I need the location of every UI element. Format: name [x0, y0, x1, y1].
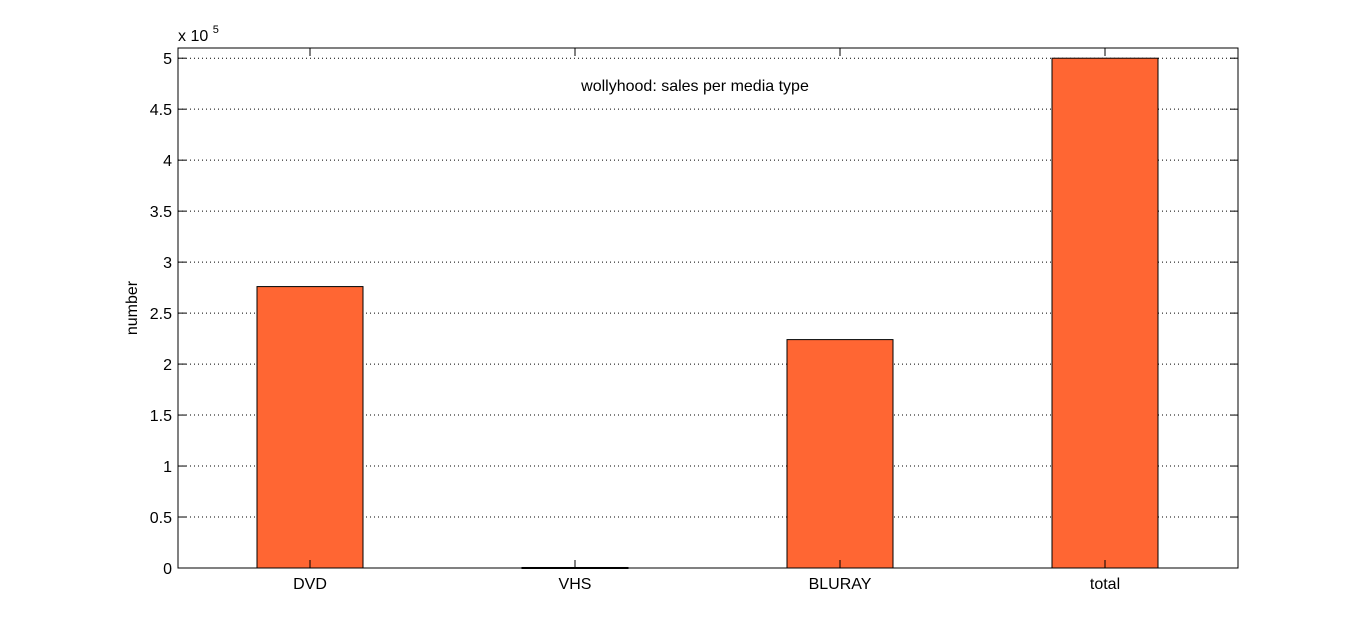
y-axis-exponent: x 10 5: [178, 24, 219, 45]
y-tick-label: 0.5: [150, 510, 172, 527]
y-tick-label: 1: [163, 459, 172, 476]
y-axis-label: number: [124, 280, 141, 335]
x-tick-label: DVD: [293, 576, 327, 593]
y-axis-exponent-base: x 10: [178, 28, 208, 45]
plot-frame: [177, 47, 1239, 569]
y-tick-label: 5: [163, 51, 172, 68]
y-tick-label: 2: [163, 357, 172, 374]
y-tick-label: 2.5: [150, 306, 172, 323]
y-axis-ticks: 0 0.5 1 1.5 2 2.5 3 3.5 4 4.5 5: [150, 51, 1238, 578]
y-tick-label: 3.5: [150, 204, 172, 221]
bar-bluray: [786, 339, 894, 569]
x-axis-ticks: DVD VHS BLURAY total: [293, 48, 1120, 593]
y-tick-label: 4.5: [150, 102, 172, 119]
bar-dvd: [256, 286, 364, 569]
x-tick-label: total: [1090, 576, 1120, 593]
y-tick-label: 0: [163, 561, 172, 578]
y-axis-exponent-power: 5: [213, 24, 219, 36]
x-tick-label: BLURAY: [809, 576, 872, 593]
bar-total: [1051, 57, 1159, 569]
y-tick-label: 4: [163, 153, 172, 170]
y-tick-label: 3: [163, 255, 172, 272]
y-tick-label: 1.5: [150, 408, 172, 425]
bars-group: [256, 57, 1159, 569]
x-tick-label: VHS: [559, 576, 592, 593]
chart-title: wollyhood: sales per media type: [580, 78, 809, 95]
